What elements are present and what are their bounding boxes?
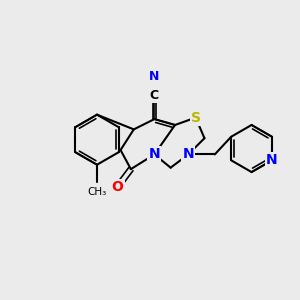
Text: N: N [266,153,278,167]
Text: C: C [150,89,159,102]
Text: O: O [112,180,124,194]
Text: S: S [190,111,201,124]
Text: N: N [182,147,194,161]
Text: N: N [148,147,160,161]
Text: N: N [149,70,160,83]
Text: CH₃: CH₃ [87,187,106,197]
